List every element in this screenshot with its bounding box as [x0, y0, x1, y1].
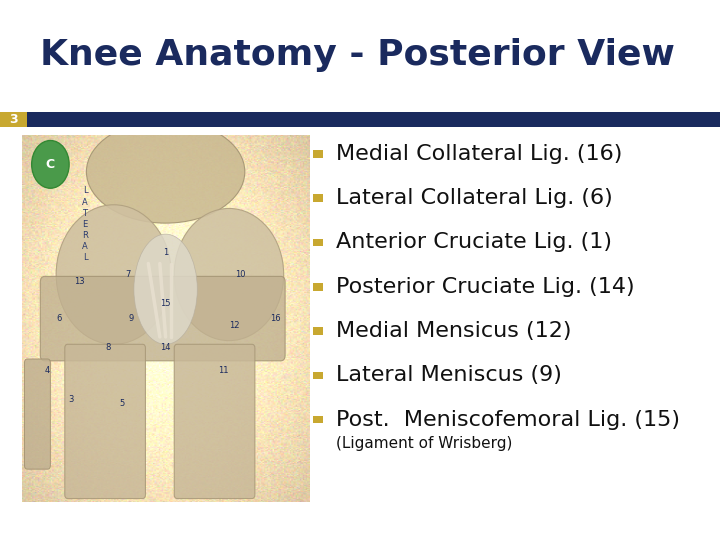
- Bar: [0, 112, 720, 127]
- Bar: [313, 372, 323, 379]
- Text: 13: 13: [74, 278, 84, 286]
- Text: 8: 8: [105, 343, 111, 353]
- FancyBboxPatch shape: [174, 345, 255, 498]
- Text: 3: 3: [68, 395, 73, 404]
- Bar: [313, 283, 323, 291]
- Text: L
A
T
E
R
A
L: L A T E R A L: [82, 186, 88, 262]
- Text: Posterior Cruciate Lig. (14): Posterior Cruciate Lig. (14): [336, 276, 635, 297]
- Bar: [313, 239, 323, 246]
- Ellipse shape: [86, 120, 245, 223]
- Text: Knee Anatomy - Posterior View: Knee Anatomy - Posterior View: [40, 38, 675, 72]
- Circle shape: [32, 140, 69, 188]
- Bar: [313, 416, 323, 423]
- Text: 15: 15: [161, 299, 171, 308]
- Text: 12: 12: [230, 321, 240, 330]
- Text: C: C: [46, 158, 55, 171]
- Text: 5: 5: [120, 399, 125, 408]
- Text: 10: 10: [235, 270, 246, 279]
- Bar: [313, 150, 323, 158]
- Text: (Ligament of Wrisberg): (Ligament of Wrisberg): [336, 436, 513, 451]
- Text: 4: 4: [45, 366, 50, 375]
- Text: Medial Collateral Lig. (16): Medial Collateral Lig. (16): [336, 144, 623, 164]
- Bar: [0, 112, 27, 127]
- Bar: [313, 194, 323, 202]
- Ellipse shape: [134, 234, 197, 345]
- Ellipse shape: [56, 205, 171, 345]
- Text: 16: 16: [270, 314, 280, 323]
- Text: 3: 3: [9, 113, 18, 126]
- Text: 6: 6: [56, 314, 62, 323]
- Ellipse shape: [174, 208, 284, 341]
- Text: Lateral Meniscus (9): Lateral Meniscus (9): [336, 365, 562, 386]
- FancyBboxPatch shape: [24, 359, 50, 469]
- Text: 9: 9: [128, 314, 134, 323]
- Text: Lateral Collateral Lig. (6): Lateral Collateral Lig. (6): [336, 188, 613, 208]
- Text: 14: 14: [161, 343, 171, 353]
- FancyBboxPatch shape: [40, 276, 285, 361]
- Text: 11: 11: [218, 366, 228, 375]
- Text: Post.  Meniscofemoral Lig. (15): Post. Meniscofemoral Lig. (15): [336, 409, 680, 430]
- Bar: [313, 327, 323, 335]
- FancyBboxPatch shape: [65, 345, 145, 498]
- Text: 1: 1: [163, 248, 168, 257]
- Text: Medial Mensicus (12): Medial Mensicus (12): [336, 321, 572, 341]
- Text: Anterior Cruciate Lig. (1): Anterior Cruciate Lig. (1): [336, 232, 612, 253]
- Text: 7: 7: [125, 270, 131, 279]
